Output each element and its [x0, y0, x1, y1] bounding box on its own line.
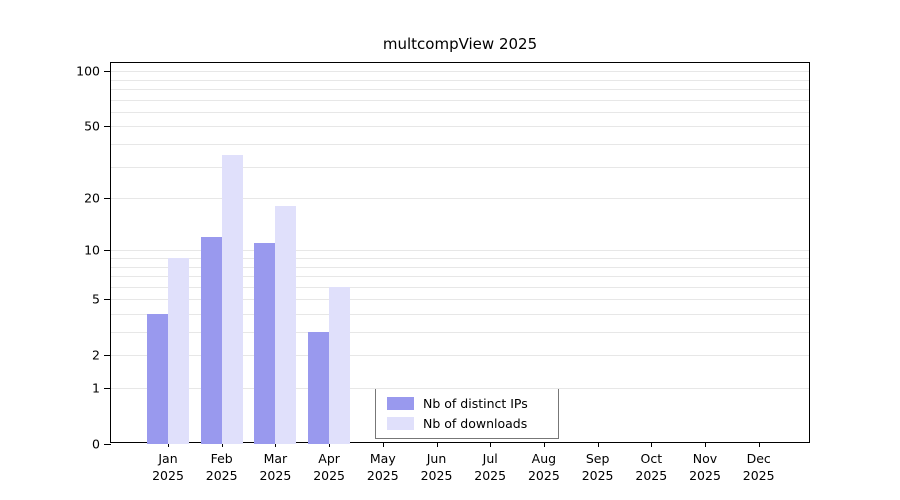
- bar-downloads-mar: [275, 206, 297, 444]
- x-tick-mark: [221, 442, 223, 447]
- gridline: [111, 89, 809, 90]
- gridline: [111, 266, 809, 268]
- gridline: [111, 355, 809, 357]
- x-tick-label: Feb 2025: [205, 451, 238, 483]
- legend-label-distinct-ips: Nb of distinct IPs: [423, 396, 528, 411]
- gridline: [111, 258, 809, 259]
- gridline: [111, 99, 809, 101]
- y-tick-mark: [104, 250, 111, 252]
- x-tick-mark: [329, 442, 331, 447]
- y-tick-label: 5: [92, 291, 100, 307]
- x-tick-label: Sep 2025: [581, 451, 614, 483]
- gridline: [111, 276, 809, 277]
- x-tick-label: Apr 2025: [313, 451, 345, 483]
- x-tick-mark: [758, 442, 760, 447]
- gridline: [111, 166, 809, 168]
- y-tick-label: 10: [84, 242, 100, 258]
- x-tick-mark: [543, 442, 545, 447]
- x-tick-label: Dec 2025: [742, 451, 775, 483]
- gridline: [111, 332, 809, 333]
- legend-entry-downloads: Nb of downloads: [387, 416, 547, 431]
- y-tick-label: 100: [76, 63, 100, 79]
- x-tick-label: Mar 2025: [259, 451, 292, 483]
- plot-area: Nb of distinct IPs Nb of downloads 0 1 2 5 1…: [76, 62, 810, 483]
- legend-label-downloads: Nb of downloads: [423, 416, 528, 431]
- bar-downloads-apr: [329, 286, 351, 444]
- x-tick-label: May 2025: [366, 451, 399, 483]
- bar-distinct-ips-feb: [200, 236, 222, 444]
- y-tick-mark: [104, 299, 111, 301]
- gridline: [111, 198, 809, 200]
- y-tick-label: 20: [84, 190, 100, 206]
- legend-entry-distinct-ips: Nb of distinct IPs: [387, 396, 547, 411]
- x-tick-mark: [490, 442, 492, 447]
- x-tick-label: Oct 2025: [635, 451, 668, 483]
- gridline: [111, 79, 809, 81]
- x-tick-mark: [382, 442, 384, 447]
- bar-downloads-jan: [168, 258, 189, 444]
- x-tick-mark: [168, 442, 169, 447]
- legend-swatch-downloads: [387, 417, 414, 430]
- x-tick-label: Nov 2025: [689, 451, 721, 483]
- gridline: [111, 71, 809, 73]
- gridline: [111, 314, 809, 315]
- bar-distinct-ips-mar: [254, 243, 276, 444]
- y-tick-mark: [104, 444, 111, 445]
- y-tick-mark: [104, 71, 111, 73]
- gridline: [111, 286, 809, 288]
- y-tick-label: 0: [92, 436, 100, 452]
- bar-distinct-ips-jan: [147, 314, 168, 444]
- x-tick-label: Aug 2025: [527, 451, 560, 483]
- y-tick-label: 1: [92, 380, 100, 396]
- x-tick-mark: [275, 442, 277, 447]
- gridline: [111, 144, 809, 145]
- y-tick-mark: [104, 126, 111, 128]
- y-tick-label: 50: [84, 118, 100, 134]
- gridline: [111, 126, 809, 128]
- y-tick-mark: [104, 388, 111, 389]
- legend-swatch-distinct-ips: [387, 397, 414, 410]
- gridline: [111, 299, 809, 301]
- x-tick-mark: [651, 442, 653, 447]
- gridline: [111, 111, 809, 113]
- x-tick-label: Jul 2025: [474, 451, 507, 483]
- gridline: [111, 250, 809, 252]
- legend: Nb of distinct IPs Nb of downloads: [375, 388, 559, 439]
- x-tick-mark: [436, 442, 438, 447]
- x-tick-mark: [705, 442, 706, 447]
- bar-downloads-feb: [221, 154, 243, 444]
- bar-distinct-ips-apr: [308, 332, 330, 444]
- x-tick-mark: [597, 442, 599, 447]
- gridline: [111, 388, 809, 389]
- y-tick-mark: [104, 198, 111, 200]
- chart-title: multcompView 2025: [382, 35, 538, 53]
- x-tick-label: Jun 2025: [420, 451, 453, 483]
- y-tick-mark: [104, 355, 111, 357]
- x-tick-label: Jan 2025: [152, 451, 184, 483]
- y-tick-label: 2: [92, 347, 100, 363]
